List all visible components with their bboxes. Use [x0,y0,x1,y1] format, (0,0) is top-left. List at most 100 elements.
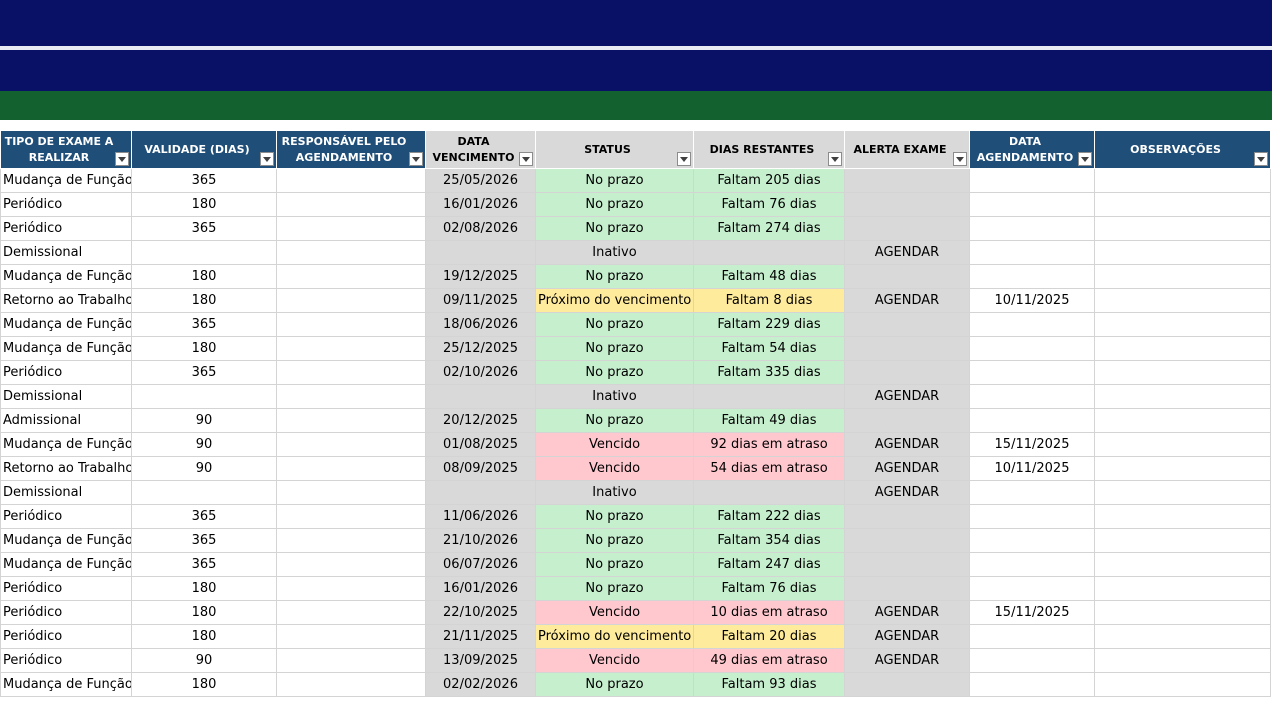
cell-observacoes[interactable] [1094,480,1271,505]
cell-observacoes[interactable] [1094,624,1271,649]
cell-observacoes[interactable] [1094,240,1271,265]
cell-status[interactable]: No prazo [535,504,694,529]
cell-validade[interactable]: 180 [131,600,277,625]
cell-responsavel[interactable] [276,336,426,361]
cell-alerta-exame[interactable] [844,336,970,361]
cell-observacoes[interactable] [1094,504,1271,529]
cell-tipo-exame[interactable]: Retorno ao Trabalho [0,288,132,313]
cell-alerta-exame[interactable]: AGENDAR [844,648,970,673]
cell-responsavel[interactable] [276,600,426,625]
cell-tipo-exame[interactable]: Retorno ao Trabalho [0,456,132,481]
cell-status[interactable]: No prazo [535,408,694,433]
cell-validade[interactable]: 365 [131,552,277,577]
cell-responsavel[interactable] [276,408,426,433]
cell-status[interactable]: Vencido [535,456,694,481]
cell-validade[interactable]: 180 [131,192,277,217]
cell-data-vencimento[interactable]: 06/07/2026 [425,552,536,577]
cell-alerta-exame[interactable] [844,528,970,553]
cell-status[interactable]: No prazo [535,576,694,601]
cell-dias-restantes[interactable] [693,384,845,409]
cell-data-agendamento[interactable] [969,552,1095,577]
cell-responsavel[interactable] [276,552,426,577]
cell-data-vencimento[interactable]: 18/06/2026 [425,312,536,337]
filter-dropdown-icon[interactable] [1078,152,1092,166]
cell-tipo-exame[interactable]: Admissional [0,408,132,433]
filter-dropdown-icon[interactable] [953,152,967,166]
cell-responsavel[interactable] [276,504,426,529]
filter-dropdown-icon[interactable] [828,152,842,166]
filter-dropdown-icon[interactable] [409,152,423,166]
cell-data-agendamento[interactable] [969,504,1095,529]
cell-data-agendamento[interactable] [969,480,1095,505]
cell-dias-restantes[interactable]: Faltam 48 dias [693,264,845,289]
cell-observacoes[interactable] [1094,408,1271,433]
cell-observacoes[interactable] [1094,432,1271,457]
cell-responsavel[interactable] [276,216,426,241]
cell-data-vencimento[interactable]: 11/06/2026 [425,504,536,529]
cell-status[interactable]: No prazo [535,264,694,289]
cell-tipo-exame[interactable]: Periódico [0,192,132,217]
cell-dias-restantes[interactable]: 54 dias em atraso [693,456,845,481]
cell-tipo-exame[interactable]: Mudança de Função [0,168,132,193]
cell-observacoes[interactable] [1094,384,1271,409]
cell-alerta-exame[interactable] [844,216,970,241]
cell-dias-restantes[interactable]: Faltam 8 dias [693,288,845,313]
cell-status[interactable]: Inativo [535,384,694,409]
cell-dias-restantes[interactable]: Faltam 93 dias [693,672,845,697]
cell-observacoes[interactable] [1094,336,1271,361]
cell-observacoes[interactable] [1094,192,1271,217]
cell-validade[interactable]: 90 [131,432,277,457]
cell-observacoes[interactable] [1094,648,1271,673]
cell-responsavel[interactable] [276,192,426,217]
cell-tipo-exame[interactable]: Mudança de Função [0,432,132,457]
cell-responsavel[interactable] [276,576,426,601]
cell-observacoes[interactable] [1094,288,1271,313]
cell-dias-restantes[interactable]: Faltam 247 dias [693,552,845,577]
cell-responsavel[interactable] [276,648,426,673]
cell-data-vencimento[interactable]: 25/05/2026 [425,168,536,193]
cell-responsavel[interactable] [276,384,426,409]
cell-responsavel[interactable] [276,624,426,649]
cell-validade[interactable]: 365 [131,312,277,337]
cell-tipo-exame[interactable]: Demissional [0,384,132,409]
cell-data-vencimento[interactable] [425,240,536,265]
cell-validade[interactable]: 365 [131,360,277,385]
cell-data-vencimento[interactable]: 02/02/2026 [425,672,536,697]
cell-responsavel[interactable] [276,240,426,265]
cell-tipo-exame[interactable]: Demissional [0,240,132,265]
cell-status[interactable]: Próximo do vencimento [535,624,694,649]
cell-tipo-exame[interactable]: Periódico [0,216,132,241]
cell-responsavel[interactable] [276,672,426,697]
cell-data-agendamento[interactable] [969,168,1095,193]
cell-alerta-exame[interactable] [844,168,970,193]
cell-tipo-exame[interactable]: Mudança de Função [0,312,132,337]
cell-dias-restantes[interactable] [693,480,845,505]
cell-observacoes[interactable] [1094,312,1271,337]
cell-status[interactable]: No prazo [535,192,694,217]
cell-dias-restantes[interactable] [693,240,845,265]
cell-dias-restantes[interactable]: Faltam 354 dias [693,528,845,553]
cell-alerta-exame[interactable]: AGENDAR [844,240,970,265]
cell-data-agendamento[interactable] [969,384,1095,409]
cell-data-vencimento[interactable]: 13/09/2025 [425,648,536,673]
cell-validade[interactable]: 365 [131,504,277,529]
cell-data-agendamento[interactable]: 15/11/2025 [969,600,1095,625]
cell-data-agendamento[interactable]: 10/11/2025 [969,288,1095,313]
cell-validade[interactable]: 90 [131,408,277,433]
cell-observacoes[interactable] [1094,456,1271,481]
cell-data-vencimento[interactable]: 01/08/2025 [425,432,536,457]
cell-tipo-exame[interactable]: Mudança de Função [0,672,132,697]
cell-alerta-exame[interactable] [844,312,970,337]
cell-tipo-exame[interactable]: Mudança de Função [0,264,132,289]
cell-observacoes[interactable] [1094,552,1271,577]
cell-status[interactable]: Vencido [535,648,694,673]
cell-alerta-exame[interactable]: AGENDAR [844,432,970,457]
cell-status[interactable]: No prazo [535,672,694,697]
cell-status[interactable]: Vencido [535,432,694,457]
cell-status[interactable]: No prazo [535,528,694,553]
cell-alerta-exame[interactable]: AGENDAR [844,384,970,409]
cell-dias-restantes[interactable]: 49 dias em atraso [693,648,845,673]
cell-tipo-exame[interactable]: Periódico [0,360,132,385]
cell-data-agendamento[interactable]: 10/11/2025 [969,456,1095,481]
cell-data-vencimento[interactable]: 02/10/2026 [425,360,536,385]
